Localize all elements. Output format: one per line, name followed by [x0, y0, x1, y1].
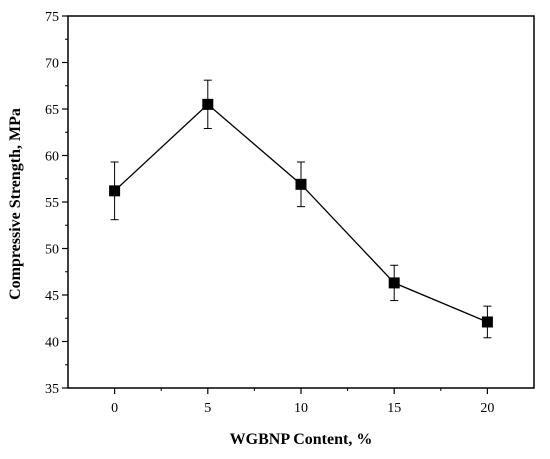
- x-tick-label: 20: [480, 401, 494, 416]
- x-tick-label: 5: [204, 401, 211, 416]
- y-tick-label: 70: [45, 57, 59, 72]
- y-tick-label: 60: [45, 150, 59, 165]
- y-tick-label: 50: [45, 243, 59, 258]
- series-line: [114, 103, 488, 323]
- y-tick-label: 55: [45, 196, 59, 211]
- x-tick-label: 0: [111, 401, 118, 416]
- y-tick-label: 35: [45, 382, 59, 397]
- y-tick-label: 45: [45, 289, 59, 304]
- data-point: [388, 277, 400, 289]
- x-tick-label: 10: [294, 401, 308, 416]
- data-point: [202, 98, 214, 110]
- y-tick-label: 40: [45, 336, 59, 351]
- data-series: [109, 79, 493, 339]
- x-tick-label: 15: [387, 401, 401, 416]
- data-point: [109, 185, 121, 197]
- y-tick-label: 65: [45, 103, 59, 118]
- y-axis: 35 40 45 50 55 60 65 70 75: [45, 10, 68, 397]
- data-point: [481, 316, 493, 328]
- y-axis-title: Compressive Strength, MPa: [7, 108, 24, 300]
- x-axis-title: WGBNP Content, %: [230, 431, 373, 448]
- data-point: [295, 178, 307, 190]
- x-axis: 0 5 10 15 20: [111, 388, 494, 416]
- y-tick-label: 75: [45, 10, 59, 25]
